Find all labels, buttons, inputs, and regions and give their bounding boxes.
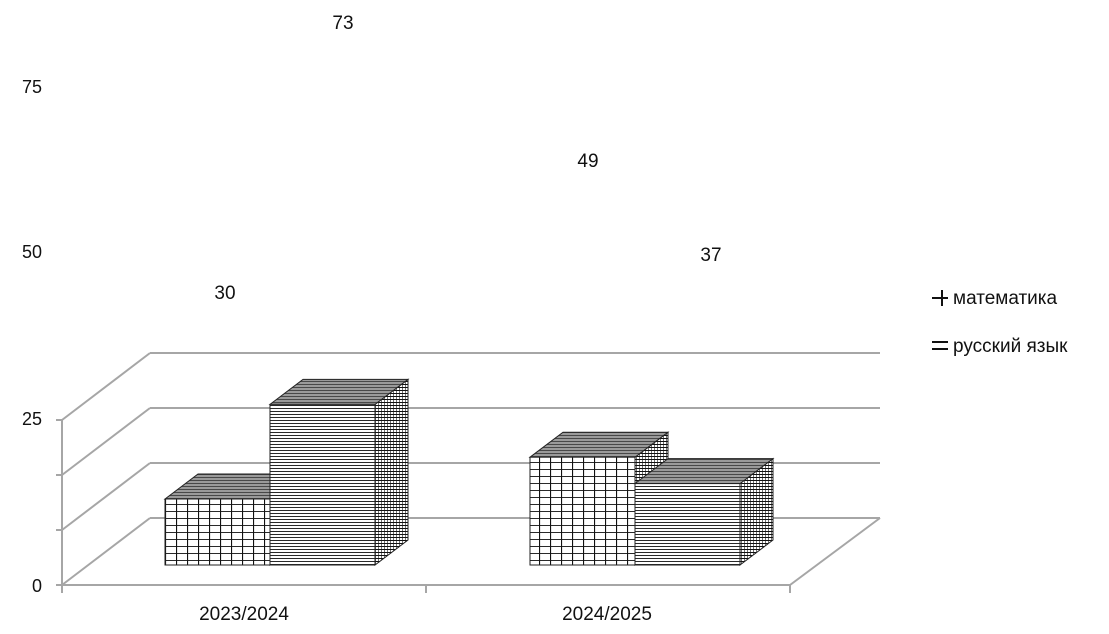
floor-right-edge [789,517,881,586]
y-tick-label: 25 [22,409,42,429]
legend-marker-equals [932,341,948,350]
bar-front-face [269,403,376,566]
side-wall-gridline [61,352,151,421]
data-label-russian-2: 37 [700,245,721,266]
bars [163,378,775,567]
y-tick-label: 0 [32,576,42,596]
bar-russian-1 [268,378,410,567]
x-category-label: 2023/2024 [199,604,289,625]
y-tick-label: 50 [22,242,42,262]
bar-front-face [634,483,741,566]
data-label-matematika-2: 49 [577,151,598,172]
bar-russian-2 [633,457,775,567]
legend-item-matematika: математика [932,288,1058,309]
side-wall-gridline [61,462,151,531]
bar-front-face [529,456,636,566]
bar-side-face [374,378,409,567]
legend: математика русский язык [932,288,1068,357]
legend-label-matematika: математика [953,288,1058,309]
legend-item-russian: русский язык [932,336,1068,357]
y-tick-label: 75 [22,77,42,97]
side-wall-gridline [61,517,151,586]
legend-label-russian: русский язык [953,336,1068,357]
data-label-russian-1: 73 [332,13,353,34]
legend-marker-plus [932,290,948,306]
bar-front-face [164,498,271,566]
x-category-label: 2024/2025 [562,604,652,625]
side-wall-gridline [61,407,151,476]
data-label-matematika-1: 30 [214,283,235,304]
